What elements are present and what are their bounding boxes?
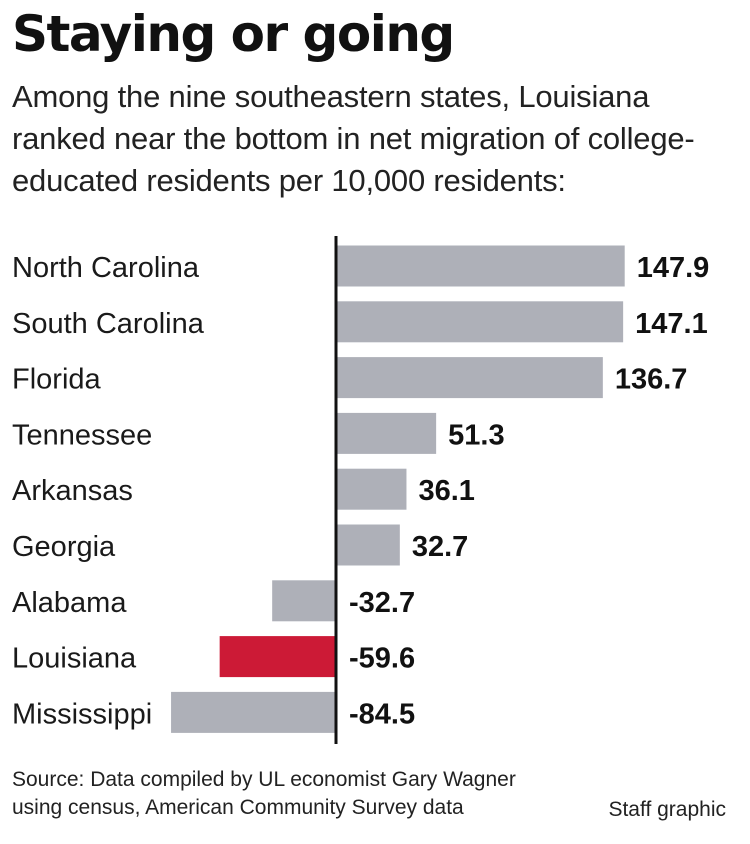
value-label-mississippi: -84.5 bbox=[349, 698, 415, 730]
value-label-south-carolina: 147.1 bbox=[635, 308, 708, 340]
source-line-2: using census, American Community Survey … bbox=[12, 796, 464, 819]
category-label-alabama: Alabama bbox=[12, 587, 127, 619]
category-label-mississippi: Mississippi bbox=[12, 698, 152, 730]
source-note: Source: Data compiled by UL economist Ga… bbox=[12, 766, 516, 822]
bar-north-carolina bbox=[336, 245, 625, 287]
category-label-arkansas: Arkansas bbox=[12, 475, 133, 507]
category-label-tennessee: Tennessee bbox=[12, 419, 152, 451]
bar-louisiana bbox=[219, 636, 336, 678]
chart-title: Staying or going bbox=[12, 5, 455, 63]
source-line-1: Source: Data compiled by UL economist Ga… bbox=[12, 768, 516, 791]
value-label-north-carolina: 147.9 bbox=[637, 252, 710, 284]
chart-subtitle: Among the nine southeastern states, Loui… bbox=[12, 79, 695, 198]
category-label-louisiana: Louisiana bbox=[12, 643, 137, 675]
bar-mississippi bbox=[171, 691, 336, 733]
value-label-louisiana: -59.6 bbox=[349, 643, 415, 675]
category-label-florida: Florida bbox=[12, 364, 102, 396]
value-label-arkansas: 36.1 bbox=[418, 475, 474, 507]
bar-arkansas bbox=[336, 468, 407, 510]
bar-chart: North Carolina 147.9 South Carolina 147.1 Fl… bbox=[12, 236, 710, 744]
value-label-georgia: 32.7 bbox=[412, 531, 468, 563]
staff-credit: Staff graphic bbox=[608, 798, 726, 821]
bar-south-carolina bbox=[336, 301, 624, 343]
bar-florida bbox=[336, 357, 603, 399]
category-label-georgia: Georgia bbox=[12, 531, 116, 563]
bar-georgia bbox=[336, 524, 400, 566]
value-label-tennessee: 51.3 bbox=[448, 419, 504, 451]
value-label-florida: 136.7 bbox=[615, 364, 688, 396]
category-label-south-carolina: South Carolina bbox=[12, 308, 205, 340]
category-label-north-carolina: North Carolina bbox=[12, 252, 200, 284]
value-label-alabama: -32.7 bbox=[349, 587, 415, 619]
bar-tennessee bbox=[336, 412, 437, 454]
bar-alabama bbox=[272, 580, 336, 622]
